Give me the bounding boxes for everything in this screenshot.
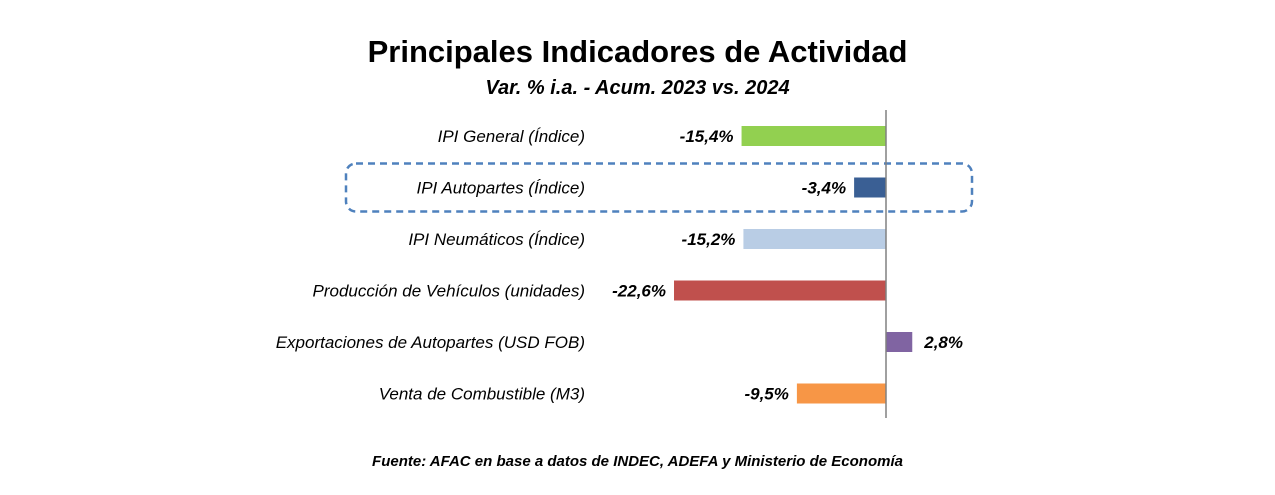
category-label: Exportaciones de Autopartes (USD FOB): [276, 333, 585, 352]
bar: [741, 126, 886, 146]
chart-subtitle: Var. % i.a. - Acum. 2023 vs. 2024: [485, 77, 790, 99]
category-label: IPI General (Índice): [438, 127, 585, 146]
chart-title: Principales Indicadores de Actividad: [367, 34, 908, 69]
bar: [854, 177, 886, 198]
value-label: -15,4%: [680, 127, 734, 146]
bar: [743, 229, 886, 249]
value-label: -9,5%: [744, 385, 788, 404]
value-label: 2,8%: [923, 333, 963, 352]
category-label: IPI Autopartes (Índice): [416, 179, 585, 198]
value-label: -15,2%: [682, 230, 736, 249]
bar: [886, 332, 913, 352]
category-label: IPI Neumáticos (Índice): [408, 230, 585, 249]
category-label: Venta de Combustible (M3): [379, 385, 585, 404]
category-label: Producción de Vehículos (unidades): [313, 282, 585, 301]
chart-source: Fuente: AFAC en base a datos de INDEC, A…: [372, 453, 903, 470]
bar: [674, 280, 886, 301]
value-label: -3,4%: [802, 179, 846, 198]
bar: [796, 383, 886, 404]
value-label: -22,6%: [612, 282, 666, 301]
highlight-box: [344, 162, 974, 213]
